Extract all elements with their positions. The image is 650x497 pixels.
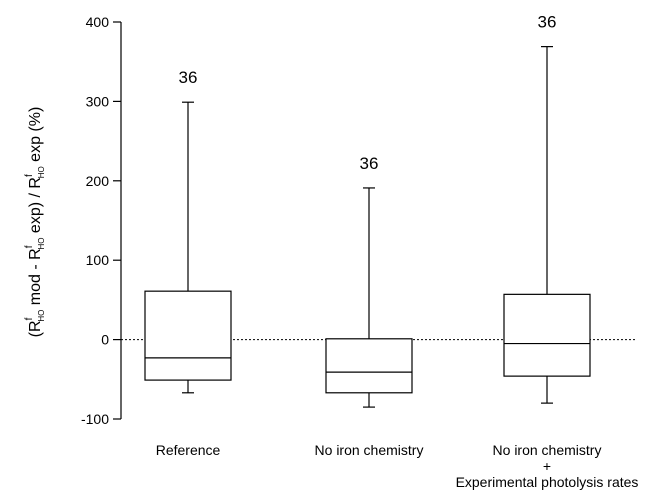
y-axis-title-part: exp) / R (27, 177, 44, 237)
y-tick-label: 100 (86, 252, 110, 268)
y-axis-title-part: HO (37, 238, 46, 250)
y-axis-title-part: HO (37, 166, 46, 178)
iqr-box (503, 293, 591, 377)
y-axis-title-part: f (24, 245, 35, 248)
y-tick-label: 400 (86, 14, 110, 30)
y-axis-title-part: exp (%) (27, 107, 44, 167)
sample-count-label: 36 (538, 13, 557, 32)
y-axis-title-part: f (24, 174, 35, 177)
category-label: No iron chemistry (493, 442, 602, 458)
box-3: 36 (503, 13, 591, 404)
category-label: + (543, 458, 551, 474)
y-tick-label: 0 (101, 332, 109, 348)
box-1: 36 (144, 68, 232, 394)
category-label: No iron chemistry (315, 442, 424, 458)
sample-count-label: 36 (179, 68, 198, 87)
y-axis: -100 0 100 200 300 400 (81, 14, 122, 427)
y-tick-label: 300 (86, 93, 110, 109)
category-label: Reference (156, 442, 221, 458)
y-axis-title-part: HO (37, 310, 46, 322)
y-axis-title: (Rf HO mod - Rf HO exp) / Rf HO exp (%) (24, 107, 46, 338)
y-tick-label: -100 (81, 411, 109, 427)
iqr-box (144, 290, 232, 381)
y-axis-label: (Rf HO mod - Rf HO exp) / Rf HO exp (%) (24, 107, 46, 338)
y-axis-title-part: (R (27, 320, 44, 337)
category-label: Experimental photolysis rates (456, 474, 639, 490)
y-tick-label: 200 (86, 173, 110, 189)
box-2: 36 (325, 154, 413, 408)
iqr-box (325, 338, 413, 394)
y-axis-title-part: f (24, 317, 35, 320)
boxes: 36 36 36 (144, 13, 591, 408)
sample-count-label: 36 (360, 154, 379, 173)
category-labels: Reference No iron chemistry No iron chemis… (156, 442, 639, 490)
y-axis-title-part: mod - R (27, 248, 44, 309)
